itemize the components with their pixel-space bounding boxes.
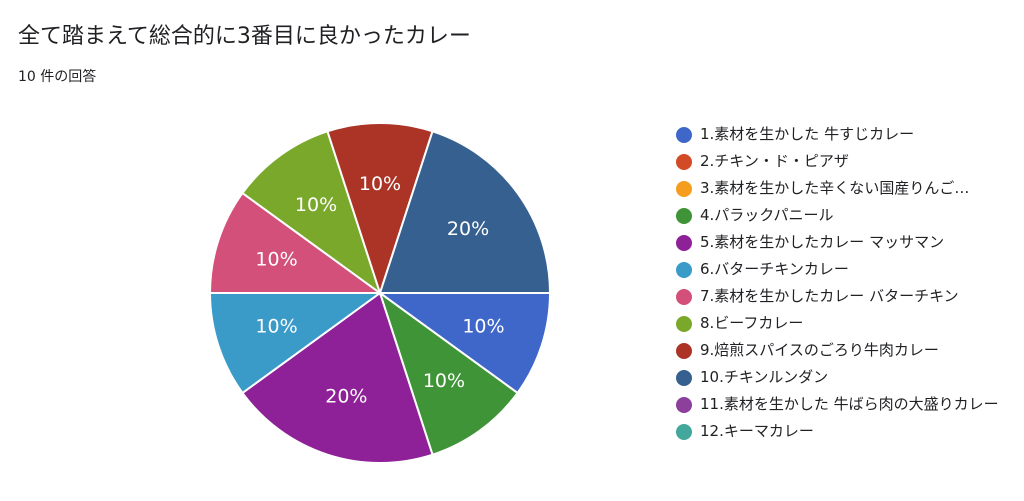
- pie-slice-8: [241, 130, 382, 296]
- chart-title: 全て踏まえて総合的に3番目に良かったカレー: [18, 24, 471, 49]
- legend-item-4: 4.パラックパニール: [676, 205, 1016, 226]
- legend-item-1: 1.素材を生かした 牛すじカレー: [676, 124, 1016, 145]
- legend-label-12: 12.キーマカレー: [700, 422, 814, 440]
- pie-chart: 10% 10% 20% 10% 10% 10% 10% 20%: [208, 122, 552, 464]
- legend-swatch-10: [676, 370, 692, 386]
- legend-label-1: 1.素材を生かした 牛すじカレー: [700, 125, 915, 143]
- pie-slice-label-10: 20%: [447, 218, 489, 240]
- pie-slices: [208, 122, 552, 464]
- legend-swatch-1: [676, 127, 692, 143]
- pie-slice-label-1: 10%: [462, 316, 504, 338]
- legend-label-10: 10.チキンルンダン: [700, 368, 829, 386]
- legend-item-7: 7.素材を生かしたカレー バターチキン: [676, 286, 1016, 307]
- pie-slice-label-5: 20%: [325, 385, 367, 407]
- pie-slice-4: [378, 290, 519, 456]
- legend-item-3: 3.素材を生かした辛くない国産りんご…: [676, 178, 1016, 199]
- legend-swatch-9: [676, 343, 692, 359]
- legend-label-4: 4.パラックパニール: [700, 206, 834, 224]
- pie-slice-label-6: 10%: [255, 316, 297, 338]
- legend-item-9: 9.焙煎スパイスのごろり牛肉カレー: [676, 340, 1016, 361]
- legend-swatch-12: [676, 424, 692, 440]
- pie-slice-9: [326, 122, 434, 297]
- legend-swatch-4: [676, 208, 692, 224]
- pie-slice-5: [241, 291, 434, 464]
- legend-label-5: 5.素材を生かしたカレー マッサマン: [700, 233, 945, 251]
- legend-swatch-5: [676, 235, 692, 251]
- legend-item-5: 5.素材を生かしたカレー マッサマン: [676, 232, 1016, 253]
- legend-swatch-7: [676, 289, 692, 305]
- pie-slice-label-7: 10%: [255, 248, 297, 270]
- legend-label-3: 3.素材を生かした辛くない国産りんご…: [700, 179, 970, 197]
- legend-item-12: 12.キーマカレー: [676, 421, 1016, 442]
- pie-slice-6: [208, 292, 384, 395]
- legend-label-9: 9.焙煎スパイスのごろり牛肉カレー: [700, 341, 939, 359]
- legend-item-11: 11.素材を生かした 牛ばら肉の大盛りカレー: [676, 394, 1016, 415]
- pie-slice-label-4: 10%: [423, 370, 465, 392]
- legend-label-2: 2.チキン・ド・ピアザ: [700, 152, 849, 170]
- legend-item-10: 10.チキンルンダン: [676, 367, 1016, 388]
- legend-swatch-8: [676, 316, 692, 332]
- chart-legend: 1.素材を生かした 牛すじカレー 2.チキン・ド・ピアザ 3.素材を生かした辛くない…: [676, 124, 1016, 448]
- pie-slice-label-8: 10%: [295, 194, 337, 216]
- pie-slice-10: [378, 130, 552, 294]
- response-count: 10 件の回答: [18, 69, 97, 85]
- legend-swatch-3: [676, 181, 692, 197]
- legend-item-6: 6.バターチキンカレー: [676, 259, 1016, 280]
- pie-slice-1: [376, 292, 552, 395]
- legend-label-6: 6.バターチキンカレー: [700, 260, 849, 278]
- legend-swatch-2: [676, 154, 692, 170]
- legend-label-8: 8.ビーフカレー: [700, 314, 804, 332]
- pie-slice-label-9: 10%: [359, 173, 401, 195]
- legend-swatch-11: [676, 397, 692, 413]
- legend-item-8: 8.ビーフカレー: [676, 313, 1016, 334]
- pie-slice-7: [208, 191, 384, 294]
- legend-label-7: 7.素材を生かしたカレー バターチキン: [700, 287, 959, 305]
- legend-item-2: 2.チキン・ド・ピアザ: [676, 151, 1016, 172]
- legend-label-11: 11.素材を生かした 牛ばら肉の大盛りカレー: [700, 395, 999, 413]
- legend-swatch-6: [676, 262, 692, 278]
- pie-labels: 10% 10% 20% 10% 10% 10% 10% 20%: [255, 173, 504, 407]
